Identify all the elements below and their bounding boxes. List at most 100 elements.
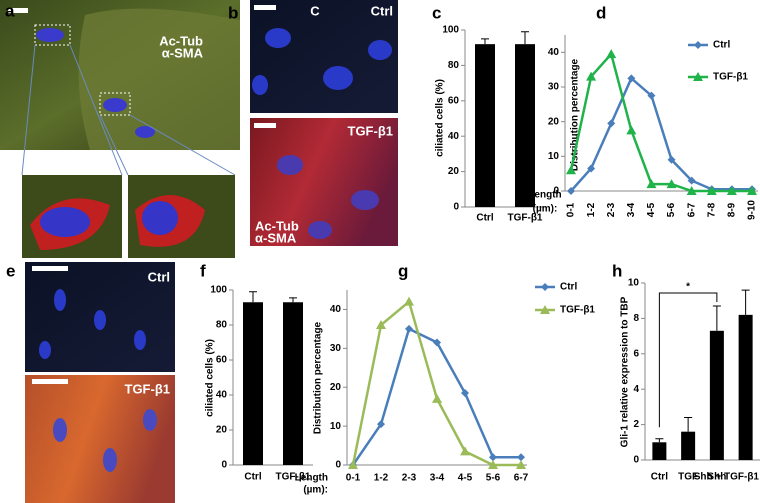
- bar: [283, 302, 303, 465]
- error-bar: [655, 438, 664, 443]
- bar: [738, 314, 753, 460]
- x-tick-label: Shh: [707, 472, 726, 483]
- y-axis-label: Distribution percentage: [570, 58, 581, 171]
- y-tick-label: 100: [442, 25, 459, 36]
- x-tick-label: Ctrl: [651, 472, 668, 483]
- panel-label: b: [228, 3, 238, 22]
- y-tick-label: 10: [628, 278, 640, 289]
- panel-label: g: [398, 261, 408, 280]
- point: [566, 165, 576, 175]
- chart: 0 10 20 30 40 Distribution percentage 0-1 1-2 2-…: [295, 282, 596, 496]
- y-tick-label: 0: [633, 455, 639, 466]
- bar: [475, 44, 495, 207]
- y-tick-label: 40: [330, 304, 342, 315]
- annotation: *: [686, 282, 690, 293]
- y-tick-label: 6: [633, 348, 639, 359]
- x-tick-label: Ctrl: [476, 213, 493, 224]
- point: [666, 179, 677, 189]
- point: [377, 420, 385, 429]
- legend-marker: [541, 283, 549, 291]
- chart: 0 20 40 60 80 100 ciliated cells (%) Ctrl TGF-β1: [205, 285, 313, 483]
- x-tick-label: 2-3: [606, 202, 617, 217]
- image-b: [250, 0, 398, 246]
- error-bar: [481, 38, 489, 45]
- error-bar: [289, 297, 297, 303]
- panel-label: c: [432, 3, 441, 22]
- panel-label: f: [200, 261, 206, 280]
- point: [567, 187, 575, 195]
- error-bar: [741, 289, 750, 315]
- point: [432, 393, 442, 403]
- panel-label: h: [612, 261, 622, 280]
- chart: 0 2 4 6 8 10 Gli-1 relative expression to TBP C…: [620, 278, 760, 483]
- x-tick-label: 2-3: [402, 473, 417, 484]
- y-tick-label: 40: [216, 390, 228, 401]
- y-tick-label: 80: [216, 320, 228, 331]
- x-axis-label: (µm):: [303, 485, 328, 496]
- point: [461, 389, 469, 398]
- x-tick-label: 0-1: [346, 473, 361, 484]
- x-axis-label: (µm):: [533, 204, 558, 215]
- x-tick-label: 4-5: [646, 202, 657, 217]
- image-label: C: [310, 3, 320, 18]
- point: [607, 119, 616, 128]
- y-tick-label: 30: [330, 343, 342, 354]
- y-tick-label: 20: [548, 116, 560, 127]
- image-label: TGF-β1: [348, 123, 394, 138]
- y-axis-label: ciliated cells (%): [435, 79, 446, 157]
- y-tick-label: 8: [633, 313, 639, 324]
- error-bar: [712, 305, 721, 331]
- legend-label: Ctrl: [560, 282, 577, 293]
- point: [376, 320, 386, 329]
- x-axis-label: Length: [528, 190, 561, 201]
- image-label: Ctrl: [148, 269, 170, 284]
- panel-label: e: [6, 261, 15, 280]
- x-tick-label: 9-10: [747, 200, 758, 220]
- point: [433, 338, 441, 347]
- y-tick-label: 30: [548, 82, 560, 93]
- x-tick-label: 0-1: [566, 202, 577, 217]
- y-tick-label: 10: [330, 421, 342, 432]
- legend-label: Ctrl: [713, 40, 730, 51]
- y-tick-label: 10: [548, 151, 560, 162]
- image-label: Ac-Tub: [159, 33, 203, 48]
- point: [348, 460, 358, 469]
- bar: [515, 44, 535, 207]
- point: [460, 446, 470, 456]
- image-label: α-SMA: [255, 230, 297, 245]
- image-label: α-SMA: [162, 45, 204, 60]
- y-tick-label: 2: [633, 419, 639, 430]
- point: [404, 296, 414, 306]
- point: [516, 460, 526, 469]
- image-label: TGF-β1: [125, 381, 171, 396]
- x-axis-label: Length: [295, 473, 328, 484]
- image-label: Ac-Tub: [255, 218, 299, 233]
- error-bar: [521, 31, 529, 45]
- point: [726, 186, 737, 195]
- y-axis-label: Gli-1 relative expression to TBP: [620, 296, 631, 447]
- line: [570, 76, 752, 192]
- legend-marker: [540, 305, 550, 314]
- x-tick-label: 5-6: [666, 202, 677, 217]
- point: [405, 324, 413, 333]
- panel-label: a: [5, 1, 15, 20]
- y-tick-label: 0: [553, 186, 559, 197]
- x-tick-label: 3-4: [626, 202, 637, 217]
- x-tick-label: TGF-β1: [508, 213, 543, 224]
- point: [517, 453, 525, 462]
- legend-label: TGF-β1: [560, 305, 595, 316]
- point: [586, 71, 597, 81]
- chart: 0 20 40 60 80 100 ciliated cells (%) Ctrl TGF-β1: [435, 25, 545, 224]
- x-tick-label: 4-5: [458, 473, 473, 484]
- image-label: Ctrl: [371, 3, 393, 18]
- x-tick-label: 8-9: [727, 202, 738, 217]
- y-tick-label: 0: [453, 202, 459, 213]
- point: [667, 155, 676, 164]
- y-tick-label: 60: [216, 355, 228, 366]
- point: [747, 186, 757, 195]
- x-tick-label: Shh + TGF-β1: [694, 472, 760, 483]
- x-tick-label: 5-6: [486, 473, 501, 484]
- point: [488, 460, 498, 469]
- chart: 0 10 20 30 40 Distribution percentage 0-1 1-2 2-…: [528, 35, 758, 220]
- bar: [243, 302, 263, 465]
